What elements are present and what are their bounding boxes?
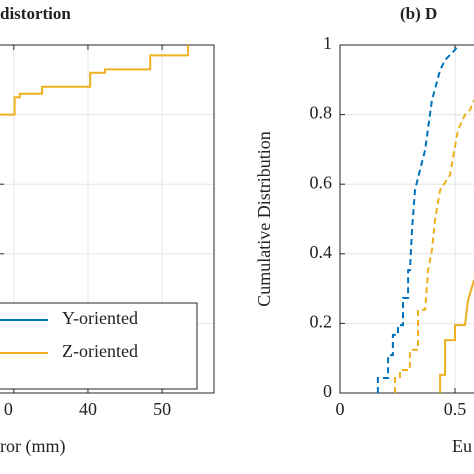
x-tick-label: 0 [336,399,345,419]
y-tick-label: 0.4 [310,242,333,262]
y-axis-label: Cumulative Distribution [254,131,274,307]
plot-frame [0,44,215,394]
legend-label: Z-oriented [62,341,138,361]
legend-box [0,302,198,390]
plot-frame [339,44,474,394]
cdf-line [0,45,190,116]
series-group [0,45,190,116]
chart-title: (b) D [400,4,437,23]
series-group [376,44,474,393]
x-tick-label: 50 [153,399,171,419]
x-tick-label: 0 [4,399,13,419]
y-tick-label: 0 [323,381,332,401]
x-axis-label: Eu [452,436,472,456]
x-axis-label: ror (mm) [0,436,65,457]
x-tick-label: 40 [79,399,97,419]
cdf-line [376,44,459,393]
y-tick-label: 0.2 [310,312,333,332]
x-tick-label: 0.5 [444,399,467,419]
y-tick-label: 0.6 [310,172,333,192]
y-tick-label: 0.8 [310,103,333,123]
chart-title: distortion [0,4,71,23]
y-tick-label: 1 [323,33,332,53]
cdf-line [439,279,474,393]
cdf-line [394,99,474,393]
legend-label: Y-oriented [62,308,138,328]
